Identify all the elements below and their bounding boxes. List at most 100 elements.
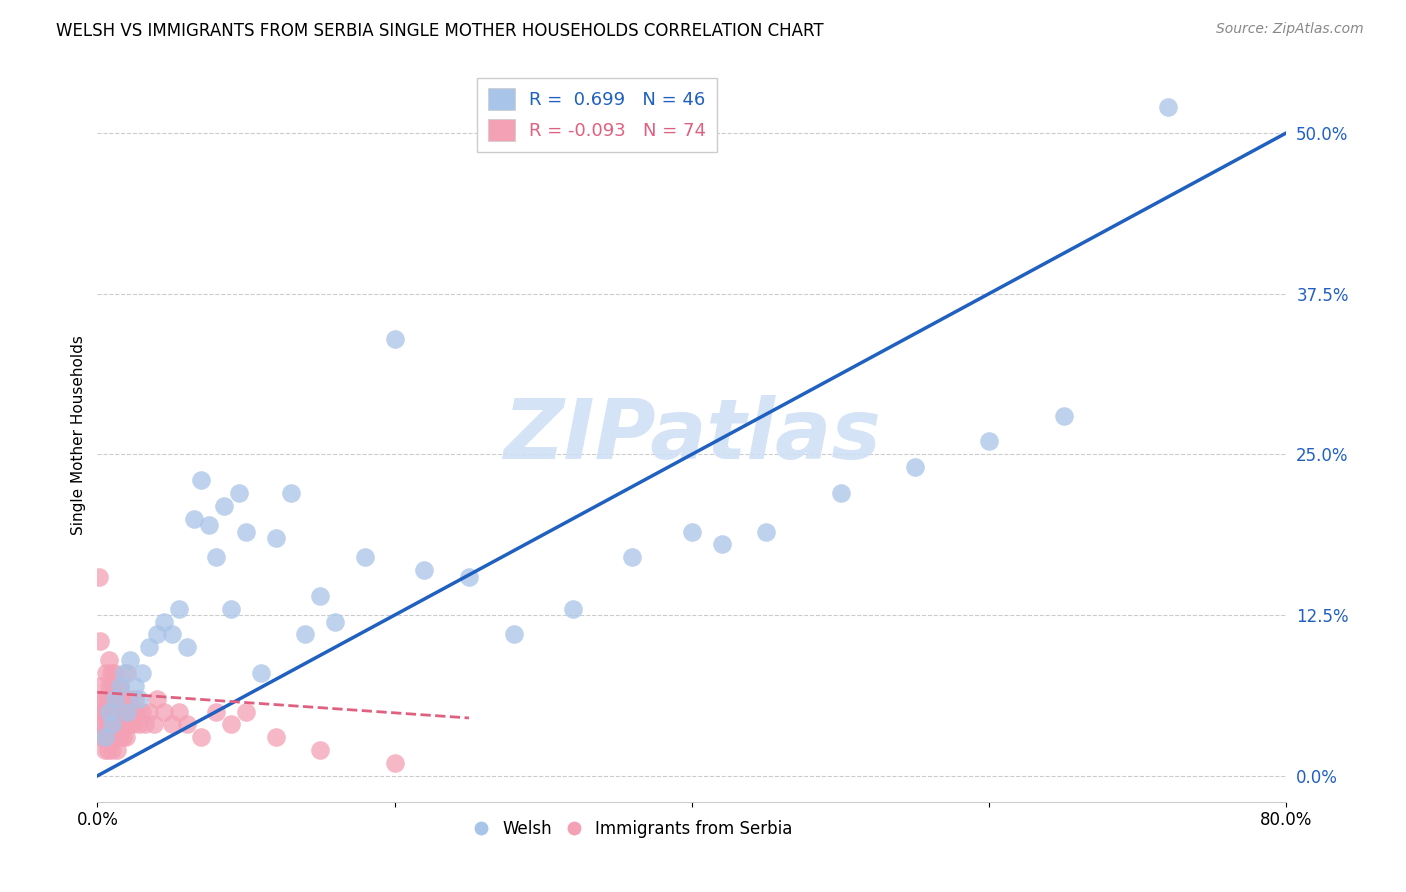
Point	[114, 705, 136, 719]
Point	[111, 731, 134, 745]
Point	[117, 717, 139, 731]
Point	[125, 705, 148, 719]
Point	[112, 717, 135, 731]
Point	[91, 705, 114, 719]
Point	[190, 473, 212, 487]
Point	[104, 691, 127, 706]
Point	[94, 731, 117, 745]
Point	[91, 731, 114, 745]
Point	[97, 691, 120, 706]
Point	[114, 731, 136, 745]
Point	[124, 691, 146, 706]
Point	[681, 524, 703, 539]
Point	[94, 717, 117, 731]
Point	[108, 679, 131, 693]
Point	[118, 691, 141, 706]
Point	[235, 705, 257, 719]
Point	[1052, 409, 1074, 423]
Point	[96, 731, 118, 745]
Point	[100, 665, 122, 680]
Point	[128, 717, 150, 731]
Point	[97, 743, 120, 757]
Legend: Welsh, Immigrants from Serbia: Welsh, Immigrants from Serbia	[465, 814, 799, 845]
Point	[131, 705, 153, 719]
Point	[146, 691, 169, 706]
Point	[904, 460, 927, 475]
Point	[112, 691, 135, 706]
Point	[103, 665, 125, 680]
Point	[134, 717, 156, 731]
Point	[104, 679, 127, 693]
Point	[115, 665, 138, 680]
Point	[562, 601, 585, 615]
Point	[110, 691, 132, 706]
Point	[1156, 100, 1178, 114]
Point	[138, 705, 160, 719]
Point	[205, 705, 228, 719]
Point	[502, 627, 524, 641]
Point	[101, 679, 124, 693]
Point	[264, 731, 287, 745]
Point	[138, 640, 160, 655]
Point	[228, 486, 250, 500]
Point	[235, 524, 257, 539]
Point	[142, 717, 165, 731]
Point	[96, 665, 118, 680]
Point	[98, 705, 121, 719]
Point	[100, 691, 122, 706]
Point	[105, 743, 128, 757]
Point	[118, 653, 141, 667]
Point	[167, 601, 190, 615]
Point	[87, 705, 110, 719]
Point	[97, 717, 120, 731]
Point	[309, 743, 332, 757]
Point	[124, 679, 146, 693]
Point	[105, 691, 128, 706]
Point	[167, 705, 190, 719]
Point	[198, 518, 221, 533]
Point	[160, 627, 183, 641]
Point	[621, 550, 644, 565]
Point	[710, 537, 733, 551]
Point	[176, 640, 198, 655]
Point	[101, 705, 124, 719]
Point	[101, 717, 124, 731]
Point	[128, 691, 150, 706]
Point	[100, 717, 122, 731]
Point	[115, 705, 138, 719]
Point	[190, 731, 212, 745]
Point	[309, 589, 332, 603]
Point	[108, 705, 131, 719]
Point	[98, 705, 121, 719]
Point	[98, 679, 121, 693]
Point	[122, 717, 145, 731]
Point	[94, 691, 117, 706]
Point	[112, 665, 135, 680]
Point	[111, 705, 134, 719]
Text: WELSH VS IMMIGRANTS FROM SERBIA SINGLE MOTHER HOUSEHOLDS CORRELATION CHART: WELSH VS IMMIGRANTS FROM SERBIA SINGLE M…	[56, 22, 824, 40]
Point	[212, 499, 235, 513]
Text: Source: ZipAtlas.com: Source: ZipAtlas.com	[1216, 22, 1364, 37]
Point	[294, 627, 316, 641]
Point	[107, 679, 129, 693]
Point	[153, 615, 176, 629]
Point	[104, 731, 127, 745]
Point	[219, 717, 242, 731]
Text: ZIPatlas: ZIPatlas	[503, 394, 880, 475]
Point	[354, 550, 377, 565]
Point	[101, 743, 124, 757]
Point	[94, 743, 117, 757]
Point	[89, 731, 111, 745]
Point	[160, 717, 183, 731]
Point	[250, 665, 273, 680]
Point	[103, 717, 125, 731]
Point	[384, 756, 406, 770]
Point	[413, 563, 436, 577]
Point	[108, 679, 131, 693]
Point	[104, 705, 127, 719]
Point	[205, 550, 228, 565]
Point	[146, 627, 169, 641]
Point	[108, 731, 131, 745]
Point	[183, 511, 205, 525]
Point	[280, 486, 302, 500]
